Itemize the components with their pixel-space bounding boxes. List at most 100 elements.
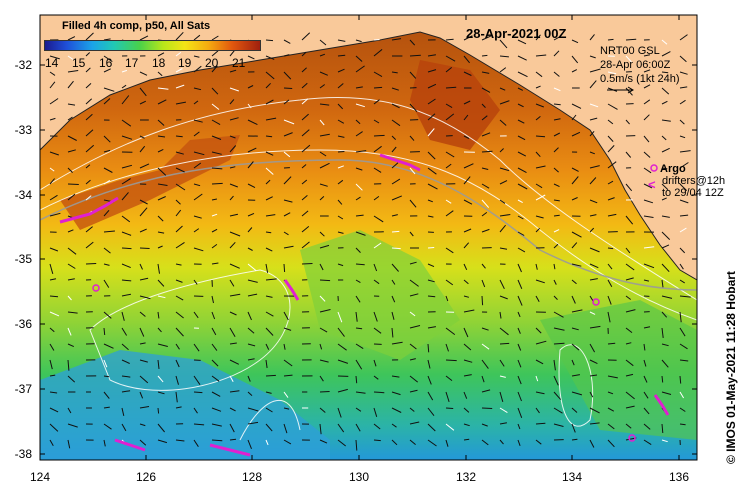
current-vector bbox=[445, 359, 457, 362]
current-vector bbox=[157, 295, 166, 299]
current-vector bbox=[373, 359, 377, 367]
current-vector bbox=[67, 327, 72, 336]
current-vector bbox=[337, 407, 342, 418]
current-vector bbox=[445, 247, 454, 254]
current-vector bbox=[319, 279, 331, 282]
current-vector bbox=[139, 391, 144, 399]
lat-label: -36 bbox=[14, 317, 32, 331]
current-vector bbox=[571, 295, 576, 304]
current-vector bbox=[679, 375, 682, 384]
current-vector bbox=[229, 423, 235, 433]
current-vector bbox=[445, 407, 454, 409]
current-vector bbox=[607, 342, 616, 345]
lon-label: 124 bbox=[29, 470, 51, 484]
current-vector bbox=[589, 214, 597, 217]
current-vector bbox=[67, 375, 76, 383]
current-vector bbox=[49, 178, 55, 185]
current-vector bbox=[355, 196, 361, 201]
current-vector bbox=[535, 263, 538, 270]
current-info-line: NRT00 GSL bbox=[600, 45, 660, 57]
current-vector bbox=[589, 374, 598, 377]
current-vector bbox=[571, 242, 578, 249]
current-vector bbox=[121, 247, 132, 250]
current-vector bbox=[607, 103, 618, 110]
current-vector bbox=[211, 243, 218, 249]
current-vector bbox=[283, 374, 293, 377]
current-vector bbox=[355, 167, 363, 171]
current-vector bbox=[445, 151, 455, 158]
current-vector bbox=[247, 439, 252, 449]
current-vector bbox=[283, 263, 286, 273]
current-vector bbox=[121, 69, 128, 73]
current-vector bbox=[85, 263, 97, 265]
current-vector bbox=[661, 167, 668, 170]
current-vector bbox=[517, 247, 526, 253]
current-vector bbox=[49, 71, 56, 76]
current-vector bbox=[121, 343, 129, 351]
current-vector bbox=[301, 113, 309, 121]
current-vector bbox=[409, 261, 417, 265]
current-vector bbox=[139, 228, 147, 233]
current-vector bbox=[49, 194, 58, 201]
current-vector bbox=[409, 389, 418, 393]
current-vector bbox=[211, 262, 219, 265]
current-vector bbox=[427, 359, 431, 369]
current-vector bbox=[157, 343, 168, 347]
current-vector bbox=[445, 327, 456, 336]
current-vector bbox=[229, 183, 238, 188]
current-vector bbox=[337, 68, 345, 73]
current-vector bbox=[157, 99, 167, 105]
current-vector bbox=[391, 327, 394, 338]
current-vector bbox=[463, 242, 470, 249]
current-vector bbox=[499, 87, 506, 91]
green-patch-se bbox=[540, 300, 697, 440]
current-vector bbox=[121, 407, 125, 417]
current-vector bbox=[211, 198, 217, 201]
current-vector bbox=[265, 278, 277, 281]
current-vector bbox=[49, 263, 54, 275]
current-vector bbox=[229, 69, 237, 73]
current-vector bbox=[49, 343, 55, 351]
current-vector bbox=[355, 39, 362, 43]
current-vector bbox=[373, 215, 384, 223]
current-vector bbox=[265, 231, 272, 234]
lon-label: 136 bbox=[668, 470, 690, 484]
current-vector bbox=[481, 103, 486, 108]
current-vector bbox=[355, 311, 358, 322]
current-vector bbox=[661, 71, 669, 74]
current-vector bbox=[391, 439, 398, 446]
current-vector bbox=[463, 163, 474, 169]
current-vector bbox=[553, 132, 561, 137]
current-vector bbox=[49, 247, 59, 252]
product-title: Filled 4h comp, p50, All Sats bbox=[62, 20, 211, 32]
current-vector bbox=[409, 39, 416, 46]
current-vector bbox=[553, 342, 565, 345]
current-vector bbox=[409, 135, 415, 141]
current-vector bbox=[355, 263, 365, 266]
current-vector bbox=[409, 311, 416, 317]
current-vector bbox=[229, 241, 236, 249]
current-vector bbox=[427, 439, 437, 447]
current-vector bbox=[445, 423, 455, 431]
current-vector bbox=[499, 359, 505, 367]
current-vector bbox=[589, 130, 595, 137]
current-vector bbox=[319, 39, 327, 46]
current-vector bbox=[571, 176, 579, 185]
current-vector bbox=[121, 178, 131, 185]
current-vector bbox=[625, 119, 630, 125]
current-vector bbox=[499, 67, 507, 73]
current-vector bbox=[355, 295, 361, 303]
current-vector bbox=[553, 229, 560, 233]
current-vector bbox=[643, 375, 648, 383]
current-vector bbox=[661, 197, 667, 201]
current-info-line: 28-Apr 06:00Z bbox=[600, 59, 671, 71]
current-vector bbox=[265, 247, 273, 252]
current-vector bbox=[607, 295, 612, 305]
current-vector bbox=[337, 311, 343, 323]
current-vector bbox=[121, 215, 131, 223]
current-vector bbox=[373, 423, 381, 430]
current-vector bbox=[625, 247, 631, 254]
current-vector bbox=[589, 359, 598, 365]
current-vector bbox=[85, 67, 91, 73]
current-vector bbox=[193, 162, 202, 169]
